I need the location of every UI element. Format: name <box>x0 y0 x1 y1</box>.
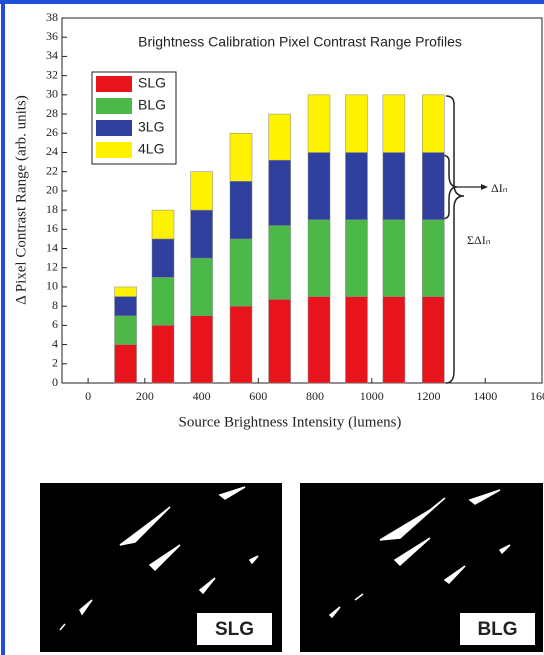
panel-label: SLG <box>215 619 254 640</box>
bar-segment <box>345 220 367 297</box>
legend-label: BLG <box>138 97 166 113</box>
bar-segment <box>345 297 367 383</box>
legend-label: 4LG <box>138 141 164 157</box>
x-axis-label: Source Brightness Intensity (lumens) <box>179 414 402 430</box>
y-tick-label: 28 <box>46 106 58 120</box>
legend-swatch <box>96 120 132 136</box>
y-tick-label: 22 <box>46 163 58 177</box>
bar-segment <box>191 316 213 383</box>
y-tick-label: 2 <box>52 356 58 370</box>
x-tick-label: 1000 <box>360 389 384 403</box>
annotation: ΣΔIₙ <box>467 233 491 247</box>
y-tick-label: 6 <box>52 317 58 331</box>
bar-segment <box>115 297 137 316</box>
bar-segment <box>422 297 444 383</box>
bar-segment <box>345 152 367 219</box>
bar-segment <box>152 239 174 277</box>
y-tick-label: 32 <box>46 67 58 81</box>
y-tick-label: 18 <box>46 202 58 216</box>
y-tick-label: 16 <box>46 221 58 235</box>
bar-segment <box>152 325 174 383</box>
y-axis-label: Δ Pixel Contrast Range (arb. units) <box>13 95 29 305</box>
bar-segment <box>230 306 252 383</box>
y-tick-label: 24 <box>46 144 58 158</box>
bar-segment <box>383 152 405 219</box>
bar-segment <box>269 299 291 383</box>
bar-segment <box>422 220 444 297</box>
bar-segment <box>191 210 213 258</box>
legend-swatch <box>96 76 132 92</box>
bar-segment <box>115 316 137 345</box>
bar-segment <box>269 160 291 225</box>
bar-segment <box>269 114 291 160</box>
y-tick-label: 36 <box>46 29 58 43</box>
bar-segment <box>152 277 174 325</box>
x-tick-label: 1600 <box>530 389 544 403</box>
x-tick-label: 0 <box>85 389 91 403</box>
y-tick-label: 4 <box>52 336 58 350</box>
y-tick-label: 0 <box>52 375 58 389</box>
y-tick-label: 12 <box>46 259 58 273</box>
y-tick-label: 38 <box>46 10 58 24</box>
x-tick-label: 600 <box>249 389 267 403</box>
bar-segment <box>230 181 252 239</box>
image-panel: BLG <box>300 483 543 652</box>
annotation: ΔIₙ <box>491 181 508 195</box>
legend-swatch <box>96 142 132 158</box>
panel-label: BLG <box>477 619 517 640</box>
bar-segment <box>422 152 444 219</box>
bar-segment <box>152 210 174 239</box>
legend-label: SLG <box>138 75 166 91</box>
bar-segment <box>308 220 330 297</box>
y-tick-label: 34 <box>46 48 58 62</box>
bar-segment <box>308 95 330 153</box>
bar-segment <box>345 95 367 153</box>
bar-segment <box>308 297 330 383</box>
page: {"chart_data": {"type": "stacked-bar", "… <box>0 0 544 655</box>
arrow-head <box>481 184 488 190</box>
legend-swatch <box>96 98 132 114</box>
bar-segment <box>230 239 252 306</box>
legend-label: 3LG <box>138 119 164 135</box>
bar-segment <box>383 95 405 153</box>
total-brace <box>446 96 464 383</box>
bar-segment <box>191 258 213 316</box>
y-tick-label: 10 <box>46 279 58 293</box>
y-tick-label: 30 <box>46 87 58 101</box>
x-tick-label: 400 <box>193 389 211 403</box>
y-tick-label: 20 <box>46 183 58 197</box>
bar-segment <box>308 152 330 219</box>
x-tick-label: 200 <box>136 389 154 403</box>
x-tick-label: 1200 <box>417 389 441 403</box>
bar-segment <box>383 220 405 297</box>
bar-segment <box>115 287 137 297</box>
bar-segment <box>115 345 137 383</box>
y-tick-label: 14 <box>46 240 58 254</box>
chart-title: Brightness Calibration Pixel Contrast Ra… <box>138 34 462 50</box>
y-tick-label: 8 <box>52 298 58 312</box>
bar-segment <box>422 95 444 153</box>
bar-segment <box>383 297 405 383</box>
x-tick-label: 1400 <box>473 389 497 403</box>
image-panel: SLG <box>40 483 282 652</box>
y-tick-label: 26 <box>46 125 58 139</box>
x-tick-label: 800 <box>306 389 324 403</box>
bar-segment <box>191 172 213 210</box>
figure: Brightness Calibration Pixel Contrast Ra… <box>0 0 544 655</box>
bar-segment <box>269 225 291 299</box>
bar-segment <box>230 133 252 181</box>
